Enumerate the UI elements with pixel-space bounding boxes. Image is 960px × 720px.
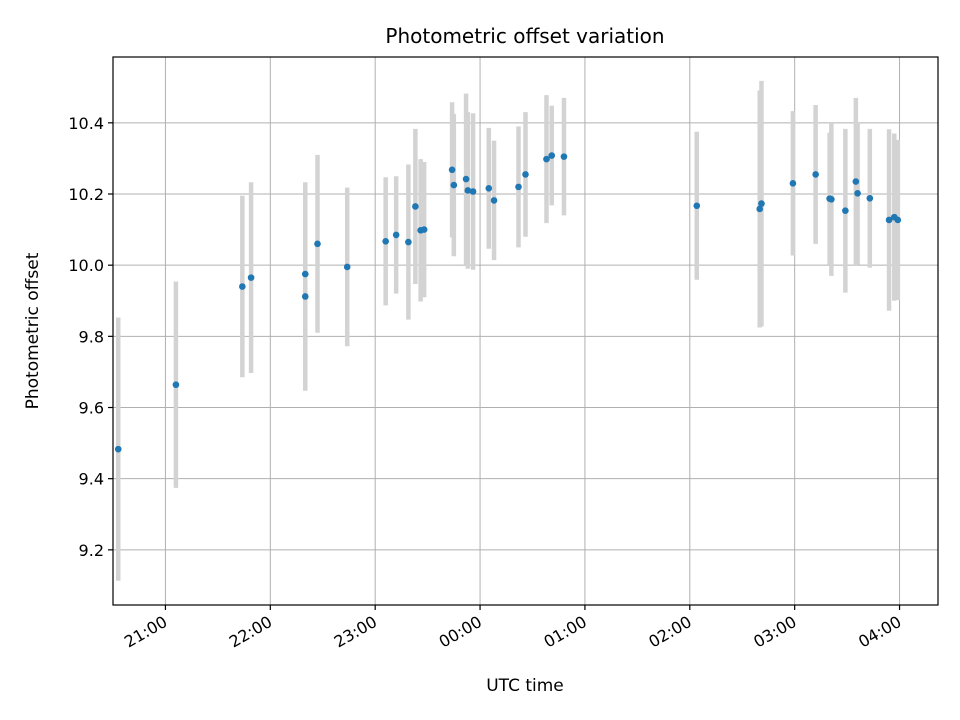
data-point (543, 155, 550, 163)
data-point (405, 238, 412, 246)
data-point (852, 178, 860, 185)
data-point (469, 188, 477, 195)
data-point (420, 226, 428, 233)
y-tick-label: 10.0 (68, 256, 104, 275)
grid-lines (113, 57, 938, 605)
data-point (448, 166, 456, 174)
data-point (854, 189, 861, 197)
data-point (485, 185, 493, 192)
data-point (560, 153, 568, 160)
data-point (894, 216, 902, 224)
data-point (522, 171, 529, 178)
y-tick-label: 10.2 (68, 185, 104, 204)
data-point (490, 197, 498, 204)
data-point (515, 183, 522, 191)
data-point (548, 152, 556, 159)
plot-area-frame (112, 56, 939, 606)
y-tick-label: 9.4 (79, 470, 104, 489)
data-point (812, 171, 819, 178)
data-point (382, 238, 389, 245)
data-point (693, 202, 701, 210)
data-points (114, 152, 902, 453)
data-point (239, 283, 246, 290)
x-axis-label: UTC time (486, 676, 564, 696)
y-axis-label: Photometric offset (23, 252, 43, 409)
data-point (301, 270, 309, 278)
data-point (172, 381, 180, 389)
chart-title: Photometric offset variation (385, 24, 664, 48)
data-point (842, 207, 849, 215)
data-point (464, 187, 472, 194)
data-point (789, 180, 797, 187)
data-point (462, 175, 470, 183)
data-point (756, 205, 764, 213)
data-point (758, 200, 765, 207)
y-tick-label: 9.2 (79, 541, 104, 560)
data-point (412, 203, 419, 210)
data-point (247, 274, 255, 281)
data-point (828, 196, 835, 203)
data-point (392, 231, 400, 239)
data-point (885, 216, 893, 224)
y-axis-ticks: 9.2 9.4 9.6 9.8 10.0 10.2 10.4 (68, 114, 113, 560)
data-point (866, 194, 874, 202)
data-point (343, 263, 351, 271)
y-tick-label: 10.4 (68, 114, 104, 133)
y-tick-label: 9.6 (79, 399, 104, 418)
y-tick-label: 9.8 (79, 327, 104, 346)
data-point (301, 293, 309, 300)
data-point (114, 445, 122, 453)
data-point (314, 240, 321, 248)
data-point (450, 181, 458, 189)
